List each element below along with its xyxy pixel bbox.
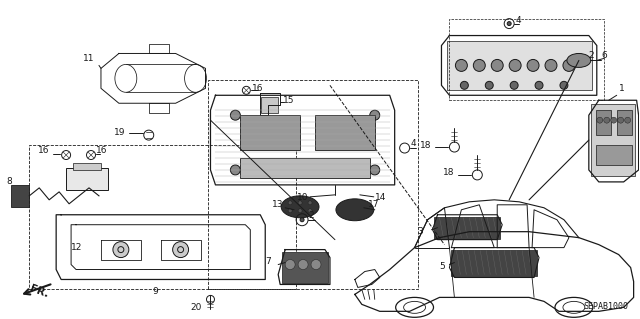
Bar (241, 115, 300, 150)
Text: 16: 16 (96, 145, 108, 154)
Bar (29, 145, 296, 289)
Text: 7: 7 (265, 257, 271, 266)
Bar (12, 185, 29, 207)
Text: 5: 5 (440, 262, 445, 271)
Text: 16: 16 (38, 145, 50, 154)
Ellipse shape (618, 117, 623, 123)
Ellipse shape (300, 218, 304, 222)
Bar (617, 110, 632, 135)
Text: 8: 8 (6, 177, 12, 186)
Ellipse shape (527, 59, 539, 71)
Ellipse shape (281, 196, 319, 218)
Ellipse shape (288, 209, 292, 213)
Bar (73, 163, 101, 170)
Text: SEPAB1000: SEPAB1000 (584, 302, 628, 311)
Text: 9: 9 (153, 287, 159, 296)
Ellipse shape (288, 201, 292, 205)
Ellipse shape (535, 81, 543, 89)
Ellipse shape (173, 241, 189, 257)
Text: 4: 4 (515, 16, 521, 25)
Text: 20: 20 (191, 303, 202, 312)
Bar (66, 168, 108, 190)
Ellipse shape (308, 209, 312, 213)
Ellipse shape (308, 201, 312, 205)
Ellipse shape (230, 165, 241, 175)
Ellipse shape (555, 297, 593, 317)
Bar (315, 115, 375, 150)
Ellipse shape (298, 260, 308, 270)
Bar (447, 41, 592, 90)
Text: 11: 11 (83, 54, 95, 63)
Ellipse shape (460, 81, 468, 89)
Text: 2: 2 (308, 211, 314, 220)
Text: 6: 6 (602, 51, 607, 60)
Ellipse shape (474, 59, 485, 71)
Ellipse shape (285, 260, 295, 270)
Ellipse shape (611, 117, 617, 123)
Ellipse shape (298, 209, 302, 213)
Text: 17: 17 (368, 200, 380, 209)
Text: 2: 2 (589, 51, 595, 60)
Ellipse shape (396, 297, 433, 317)
Ellipse shape (311, 260, 321, 270)
Bar (209, 80, 417, 289)
Ellipse shape (560, 81, 568, 89)
Text: 19: 19 (114, 128, 125, 137)
Text: 12: 12 (71, 243, 83, 252)
Bar (596, 110, 611, 135)
Text: 18: 18 (442, 168, 454, 177)
Ellipse shape (507, 22, 511, 26)
Text: 15: 15 (283, 96, 294, 105)
Ellipse shape (336, 199, 374, 221)
Bar (241, 158, 370, 178)
Bar (591, 104, 635, 176)
Ellipse shape (604, 117, 610, 123)
Ellipse shape (113, 241, 129, 257)
Ellipse shape (510, 81, 518, 89)
Ellipse shape (370, 165, 380, 175)
Ellipse shape (456, 59, 467, 71)
Ellipse shape (370, 110, 380, 120)
Ellipse shape (567, 54, 591, 67)
Bar (261, 97, 278, 113)
Text: FR.: FR. (28, 283, 50, 300)
Bar (596, 145, 632, 165)
Text: 13: 13 (272, 200, 284, 209)
Text: 3: 3 (417, 227, 423, 236)
Text: 4: 4 (411, 138, 416, 148)
Text: 14: 14 (375, 193, 386, 202)
Text: 18: 18 (420, 141, 431, 150)
Bar (449, 19, 604, 100)
Ellipse shape (596, 117, 603, 123)
Text: 16: 16 (252, 84, 264, 93)
Ellipse shape (625, 117, 630, 123)
Text: 10: 10 (297, 193, 308, 202)
Bar (451, 249, 537, 277)
Ellipse shape (298, 201, 302, 205)
Ellipse shape (492, 59, 503, 71)
Ellipse shape (545, 59, 557, 71)
Bar (435, 217, 500, 239)
Ellipse shape (563, 59, 575, 71)
Ellipse shape (485, 81, 493, 89)
Text: 1: 1 (619, 84, 625, 93)
Ellipse shape (230, 110, 241, 120)
Ellipse shape (509, 59, 521, 71)
Bar (282, 252, 328, 284)
